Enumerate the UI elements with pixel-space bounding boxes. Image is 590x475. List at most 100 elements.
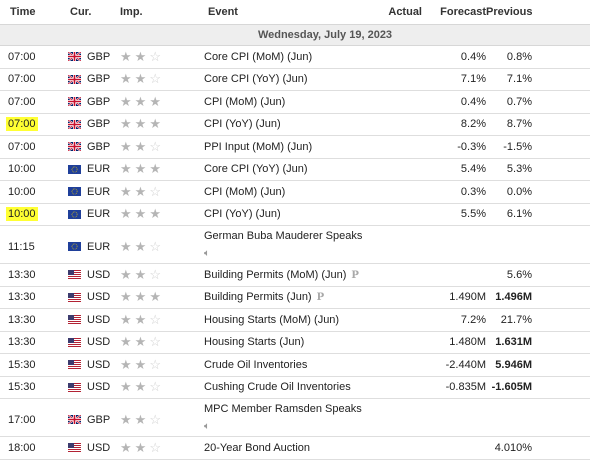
event-name-cell[interactable]: German Buba Mauderer Speaks 🔈︎	[200, 230, 372, 259]
star-filled-icon: ★	[120, 161, 132, 177]
star-filled-icon: ★	[120, 138, 132, 154]
uk-flag-icon	[68, 119, 81, 129]
eu-flag-icon	[68, 209, 81, 219]
event-name[interactable]: Core CPI (MoM) (Jun)	[204, 50, 313, 63]
table-row[interactable]: 13:30 USD ★ ★ ☆ Housing Starts (MoM) (Jun) 7.2…	[0, 309, 590, 332]
header-actual[interactable]: Actual	[388, 6, 422, 18]
time-text: 17:00	[8, 413, 36, 426]
table-row[interactable]: 17:00 GBP ★ ★ ☆ MPC Member Ramsden Speaks 🔈︎	[0, 399, 590, 437]
header-currency[interactable]: Cur.	[70, 6, 92, 18]
star-empty-icon: ☆	[149, 439, 161, 455]
event-name-cell[interactable]: Housing Starts (MoM) (Jun)	[200, 314, 372, 326]
us-flag-icon	[68, 315, 81, 325]
event-name-cell[interactable]: Core CPI (YoY) (Jun)	[200, 163, 372, 175]
table-row[interactable]: 11:15 EUR ★ ★ ☆ German Buba Mauderer Speaks 🔈︎	[0, 226, 590, 264]
event-time: 10:00	[0, 163, 60, 175]
table-row[interactable]: 10:00 EUR ★ ★ ☆ CPI (MoM) (Jun) 0.3% 0.0%	[0, 181, 590, 204]
star-filled-icon: ★	[134, 411, 147, 427]
time-text: 07:00	[6, 117, 38, 132]
header-previous[interactable]: Previous	[486, 6, 533, 18]
event-name[interactable]: MPC Member Ramsden Speaks	[204, 403, 362, 415]
event-name[interactable]: German Buba Mauderer Speaks	[204, 230, 363, 242]
event-currency: EUR	[60, 186, 120, 198]
star-empty-icon: ☆	[149, 334, 161, 350]
event-name[interactable]: Cushing Crude Oil Inventories	[204, 381, 351, 394]
table-header: Time Cur. Imp. Event Actual Forecast Pre…	[0, 0, 590, 25]
event-time: 07:00	[0, 117, 60, 132]
time-text: 18:00	[8, 441, 36, 454]
flag	[68, 242, 81, 251]
eu-flag-icon	[68, 187, 81, 197]
event-name[interactable]: Housing Starts (MoM) (Jun)	[204, 313, 340, 326]
time-text: 11:15	[8, 240, 35, 253]
star-filled-icon: ★	[134, 334, 147, 350]
table-row[interactable]: 07:00 GBP ★ ★ ★ CPI (YoY) (Jun) 8.2% 8.7%	[0, 114, 590, 136]
table-row[interactable]: 07:00 GBP ★ ★ ☆ PPI Input (MoM) (Jun) -0.3% -1.…	[0, 136, 590, 159]
flag	[68, 270, 81, 280]
event-time: 11:15	[0, 241, 60, 253]
time-text: 10:00	[8, 163, 36, 176]
event-time: 13:30	[0, 291, 60, 303]
importance-stars: ★ ★ ☆	[120, 49, 200, 65]
event-name-cell[interactable]: CPI (YoY) (Jun)	[200, 118, 372, 130]
event-name[interactable]: Core CPI (YoY) (Jun)	[204, 73, 308, 86]
table-row[interactable]: 07:00 GBP ★ ★ ☆ Core CPI (MoM) (Jun) 0.4% 0.8%	[0, 46, 590, 69]
event-name[interactable]: PPI Input (MoM) (Jun)	[204, 140, 313, 153]
table-row[interactable]: 07:00 GBP ★ ★ ☆ Core CPI (YoY) (Jun) 7.1% 7.1%	[0, 69, 590, 91]
event-currency: EUR	[60, 163, 120, 175]
event-name[interactable]: CPI (YoY) (Jun)	[204, 118, 281, 131]
event-name-cell[interactable]: CPI (MoM) (Jun)	[200, 96, 372, 108]
preliminary-icon: P	[351, 269, 359, 281]
importance-stars: ★ ★ ★	[120, 116, 200, 132]
event-name-cell[interactable]: Core CPI (MoM) (Jun)	[200, 51, 372, 63]
event-name[interactable]: Building Permits (MoM) (Jun)	[204, 268, 347, 281]
table-row[interactable]: 15:30 USD ★ ★ ☆ Cushing Crude Oil Inventories…	[0, 377, 590, 399]
table-row[interactable]: 10:00 EUR ★ ★ ★ CPI (YoY) (Jun) 5.5% 6.1%	[0, 204, 590, 226]
event-name[interactable]: CPI (MoM) (Jun)	[204, 185, 286, 198]
table-row[interactable]: 10:00 EUR ★ ★ ★ Core CPI (YoY) (Jun) 5.4% 5.3%	[0, 159, 590, 181]
currency-code: EUR	[87, 185, 111, 198]
table-row[interactable]: 13:30 USD ★ ★ ★ Building Permits (Jun) P 1.490M…	[0, 287, 590, 309]
event-name-cell[interactable]: Building Permits (MoM) (Jun) P	[200, 269, 372, 281]
event-currency: GBP	[60, 96, 120, 108]
header-forecast[interactable]: Forecast	[440, 6, 486, 18]
event-name-cell[interactable]: Core CPI (YoY) (Jun)	[200, 73, 372, 85]
importance-stars: ★ ★ ★	[120, 161, 200, 177]
event-name-cell[interactable]: CPI (YoY) (Jun)	[200, 208, 372, 220]
event-currency: USD	[60, 442, 120, 454]
header-importance[interactable]: Imp.	[120, 6, 143, 18]
event-currency: USD	[60, 336, 120, 348]
header-time[interactable]: Time	[10, 6, 36, 18]
event-name[interactable]: CPI (YoY) (Jun)	[204, 208, 281, 221]
table-row[interactable]: 13:30 USD ★ ★ ☆ Housing Starts (Jun) 1.480M 1.6…	[0, 332, 590, 354]
uk-flag-icon	[68, 142, 81, 152]
table-row[interactable]: 18:00 USD ★ ★ ☆ 20-Year Bond Auction 4.010%	[0, 437, 590, 460]
flag	[68, 74, 81, 84]
event-previous: -1.605M	[491, 381, 532, 394]
event-name[interactable]: Core CPI (YoY) (Jun)	[204, 163, 308, 176]
event-name-cell[interactable]: MPC Member Ramsden Speaks 🔈︎	[200, 403, 372, 432]
us-flag-icon	[68, 270, 81, 280]
uk-flag-icon	[68, 52, 81, 62]
table-row[interactable]: 07:00 GBP ★ ★ ★ CPI (MoM) (Jun) 0.4% 0.7%	[0, 91, 590, 114]
event-name-cell[interactable]: CPI (MoM) (Jun)	[200, 186, 372, 198]
header-event[interactable]: Event	[208, 6, 238, 18]
event-name-cell[interactable]: 20-Year Bond Auction	[200, 442, 372, 454]
eu-flag-icon	[68, 164, 81, 174]
event-name-cell[interactable]: PPI Input (MoM) (Jun)	[200, 141, 372, 153]
table-row[interactable]: 13:30 USD ★ ★ ☆ Building Permits (MoM) (Jun) P…	[0, 264, 590, 287]
event-name[interactable]: 20-Year Bond Auction	[204, 441, 311, 454]
event-name[interactable]: Housing Starts (Jun)	[204, 336, 305, 349]
event-forecast: -0.835M	[445, 381, 486, 394]
event-name-cell[interactable]: Crude Oil Inventories	[200, 359, 372, 371]
event-forecast: 1.480M	[449, 336, 486, 349]
table-row[interactable]: 15:30 USD ★ ★ ☆ Crude Oil Inventories -2.440M 5…	[0, 354, 590, 377]
event-name-cell[interactable]: Cushing Crude Oil Inventories	[200, 381, 372, 393]
event-name[interactable]: Crude Oil Inventories	[204, 358, 308, 371]
event-name-cell[interactable]: Building Permits (Jun) P	[200, 291, 372, 303]
event-name[interactable]: CPI (MoM) (Jun)	[204, 95, 286, 108]
event-name[interactable]: Building Permits (Jun)	[204, 291, 312, 304]
event-name-cell[interactable]: Housing Starts (Jun)	[200, 336, 372, 348]
event-currency: GBP	[60, 73, 120, 85]
event-time: 07:00	[0, 51, 60, 63]
